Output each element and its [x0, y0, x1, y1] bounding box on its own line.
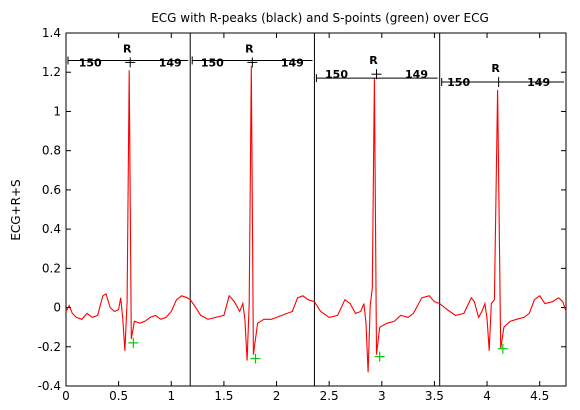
- r-peak-label: R: [123, 42, 132, 55]
- y-tick-label: 0.2: [42, 261, 61, 275]
- y-tick-label: 0.8: [42, 144, 61, 158]
- x-tick-label: 3.5: [425, 389, 444, 403]
- x-tick-label: 4: [483, 389, 491, 403]
- y-tick-label: 1.2: [42, 65, 61, 79]
- y-axis-label: ECG+R+S: [9, 179, 23, 240]
- rr-right-value: 149: [281, 56, 304, 69]
- y-tick-label: 1.4: [42, 26, 61, 40]
- x-tick-label: 3: [378, 389, 386, 403]
- rr-left-value: 150: [325, 68, 348, 81]
- r-peak-label: R: [491, 62, 500, 75]
- x-tick-label: 1: [167, 389, 175, 403]
- y-tick-label: 0.4: [42, 222, 61, 236]
- y-tick-label: 0.6: [42, 183, 61, 197]
- x-tick-label: 4.5: [530, 389, 549, 403]
- y-tick-label: -0.4: [38, 379, 61, 393]
- y-tick-label: -0.2: [38, 340, 61, 354]
- rr-right-value: 149: [527, 76, 550, 89]
- r-peak-label: R: [369, 54, 378, 67]
- x-tick-label: 0: [62, 389, 70, 403]
- x-tick-label: 2.5: [320, 389, 339, 403]
- r-peak-label: R: [245, 42, 254, 55]
- rr-right-value: 149: [159, 56, 182, 69]
- x-tick-label: 2: [273, 389, 281, 403]
- rr-left-value: 150: [447, 76, 470, 89]
- plot-area: 0 0.5 1 1.5 2 2.5 3 3.5 4 4.5 -0.4 -0.2 0 0.2 0.4 0.6 0.…: [38, 26, 566, 403]
- chart-title: ECG with R-peaks (black) and S-points (g…: [151, 11, 489, 25]
- x-tick-label: 0.5: [109, 389, 128, 403]
- y-tick-label: 1: [53, 104, 61, 118]
- rr-right-value: 149: [405, 68, 428, 81]
- rr-left-value: 150: [201, 56, 224, 69]
- x-tick-label: 1.5: [214, 389, 233, 403]
- rr-left-value: 150: [79, 56, 102, 69]
- y-tick-label: 0: [53, 301, 61, 315]
- plot-frame: [66, 33, 566, 386]
